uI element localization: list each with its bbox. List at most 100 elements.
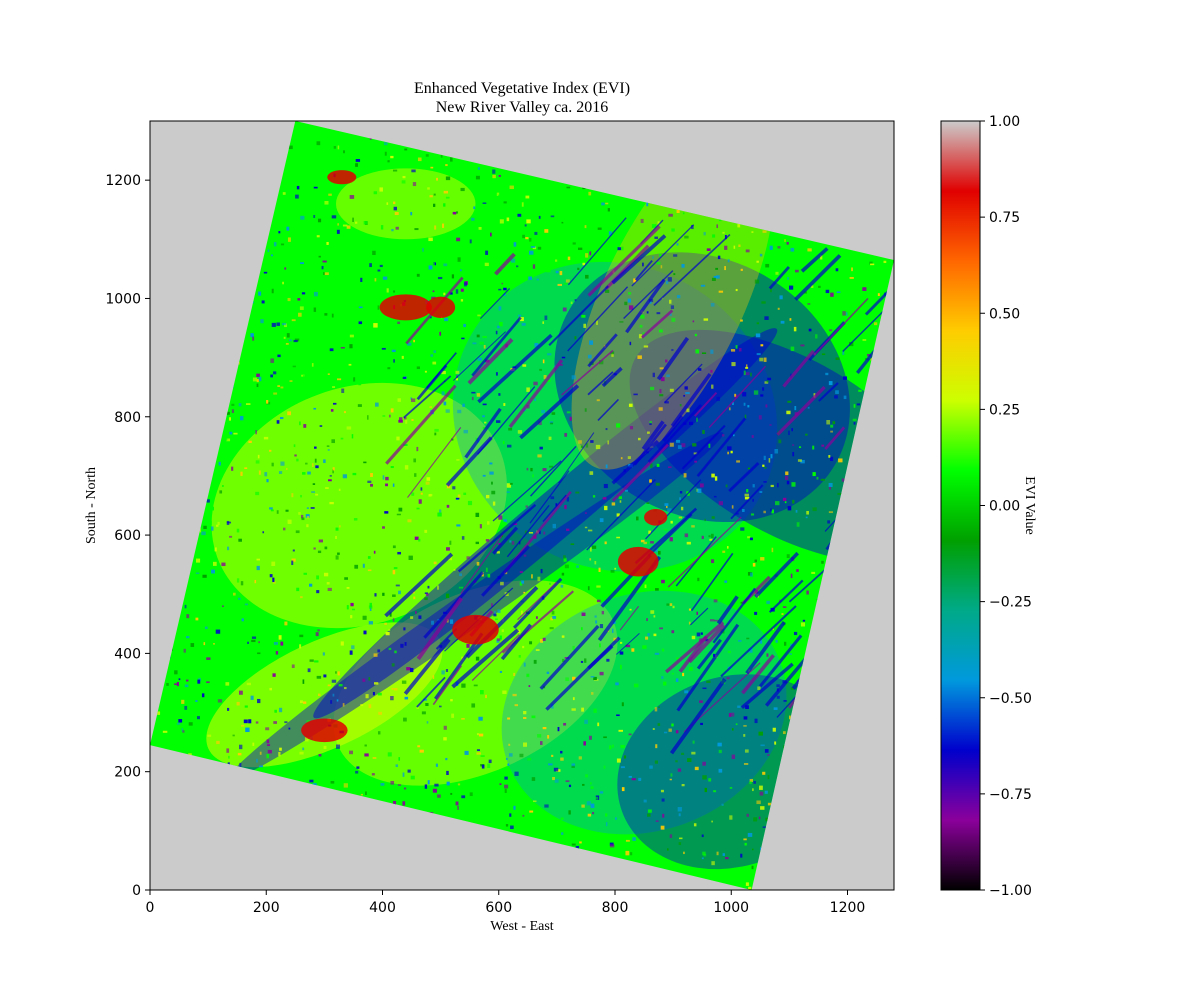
scene-pixel <box>776 684 780 688</box>
scene-pixel <box>717 742 722 747</box>
scene-pixel <box>721 803 724 806</box>
scene-pixel <box>159 704 162 707</box>
scene-pixel <box>810 285 814 288</box>
scene-pixel <box>683 394 685 397</box>
scene-pixel <box>679 491 683 494</box>
scene-pixel <box>484 359 490 363</box>
scene-pixel <box>202 574 207 578</box>
scene-pixel <box>745 882 749 886</box>
scene-pixel <box>432 262 436 266</box>
scene-pixel <box>770 454 773 459</box>
scene-pixel <box>650 541 654 544</box>
scene-pixel <box>673 273 676 276</box>
scene-pixel <box>248 719 252 724</box>
scene-pixel <box>286 333 290 338</box>
scene-pixel <box>370 473 373 477</box>
scene-pixel <box>515 815 519 819</box>
scene-pixel <box>742 392 747 397</box>
scene-pixel <box>303 424 307 428</box>
scene-pixel <box>745 366 749 369</box>
scene-pixel <box>416 273 420 277</box>
scene-pixel <box>498 393 501 396</box>
scene-pixel <box>302 701 307 704</box>
scene-pixel <box>386 288 389 293</box>
scene-pixel <box>682 212 685 215</box>
scene-pixel <box>731 728 734 731</box>
scene-pixel <box>661 648 665 652</box>
scene-pixel <box>310 507 315 509</box>
scene-pixel <box>710 619 715 622</box>
scene-pixel <box>548 763 553 766</box>
scene-pixel <box>787 276 789 280</box>
scene-pixel <box>316 575 320 580</box>
scene-pixel <box>705 638 709 642</box>
scene-pixel <box>247 641 249 644</box>
scene-pixel <box>353 377 356 382</box>
scene-ridge <box>567 217 627 286</box>
scene-pixel <box>411 418 414 421</box>
scene-pixel <box>653 615 656 618</box>
scene-pixel <box>477 314 481 317</box>
scene-pixel <box>662 813 665 818</box>
scene-pixel <box>711 516 715 519</box>
scene-pixel <box>759 791 764 796</box>
scene-pixel <box>429 316 432 319</box>
scene-pixel <box>679 837 683 840</box>
scene-pixel <box>711 473 715 478</box>
scene-ridge <box>667 516 742 588</box>
scene-pixel <box>792 451 795 457</box>
scene-pixel <box>697 577 700 582</box>
scene-pixel <box>256 558 260 561</box>
scene-pixel <box>852 418 857 421</box>
scene-pixel <box>477 357 482 361</box>
scene-pixel <box>496 192 500 197</box>
scene-pixel <box>519 317 524 322</box>
scene-pixel <box>506 444 512 448</box>
scene-pixel <box>702 851 706 856</box>
scene-pixel <box>612 744 615 748</box>
x-tick-label: 600 <box>485 900 512 916</box>
scene-hotspot <box>452 614 499 645</box>
scene-pixel <box>412 591 415 594</box>
scene-pixel <box>649 420 652 425</box>
scene-pixel <box>718 501 724 506</box>
scene-pixel <box>424 529 428 533</box>
scene-pixel <box>424 784 428 789</box>
scene-pixel <box>384 151 387 156</box>
scene-pixel <box>322 652 325 656</box>
scene-ridge <box>479 288 511 320</box>
scene-pixel <box>240 724 245 727</box>
scene-pixel <box>328 479 332 482</box>
scene-pixel <box>589 251 592 256</box>
scene-pixel <box>326 241 329 245</box>
scene-pixel <box>688 608 691 611</box>
scene-pixel <box>447 557 453 561</box>
scene-pixel <box>790 346 795 352</box>
scene-pixel <box>295 530 300 534</box>
scene-pixel <box>416 707 419 709</box>
scene-pixel <box>691 635 696 640</box>
scene-pixel <box>647 633 650 637</box>
scene-pixel <box>735 288 738 292</box>
scene-ridge <box>426 352 457 389</box>
scene-pixel <box>531 777 536 781</box>
scene-pixel <box>259 751 262 755</box>
scene-pixel <box>523 554 527 557</box>
scene-pixel <box>835 268 839 272</box>
scene-pixel <box>791 482 796 487</box>
scene-pixel <box>657 221 660 225</box>
scene-pixel <box>499 783 502 786</box>
scene-pixel <box>261 300 265 304</box>
scene-pixel <box>259 765 264 768</box>
scene-pixel <box>782 497 787 501</box>
scene-pixel <box>654 652 660 655</box>
scene-pixel <box>843 395 847 400</box>
scene-ridge <box>611 234 667 285</box>
scene-pixel <box>400 643 404 648</box>
scene-pixel <box>385 632 390 636</box>
scene-pixel <box>329 348 334 352</box>
scene-pixel <box>194 621 197 625</box>
scene-pixel <box>732 402 734 406</box>
scene-pixel <box>773 707 778 710</box>
scene-pixel <box>340 346 345 349</box>
